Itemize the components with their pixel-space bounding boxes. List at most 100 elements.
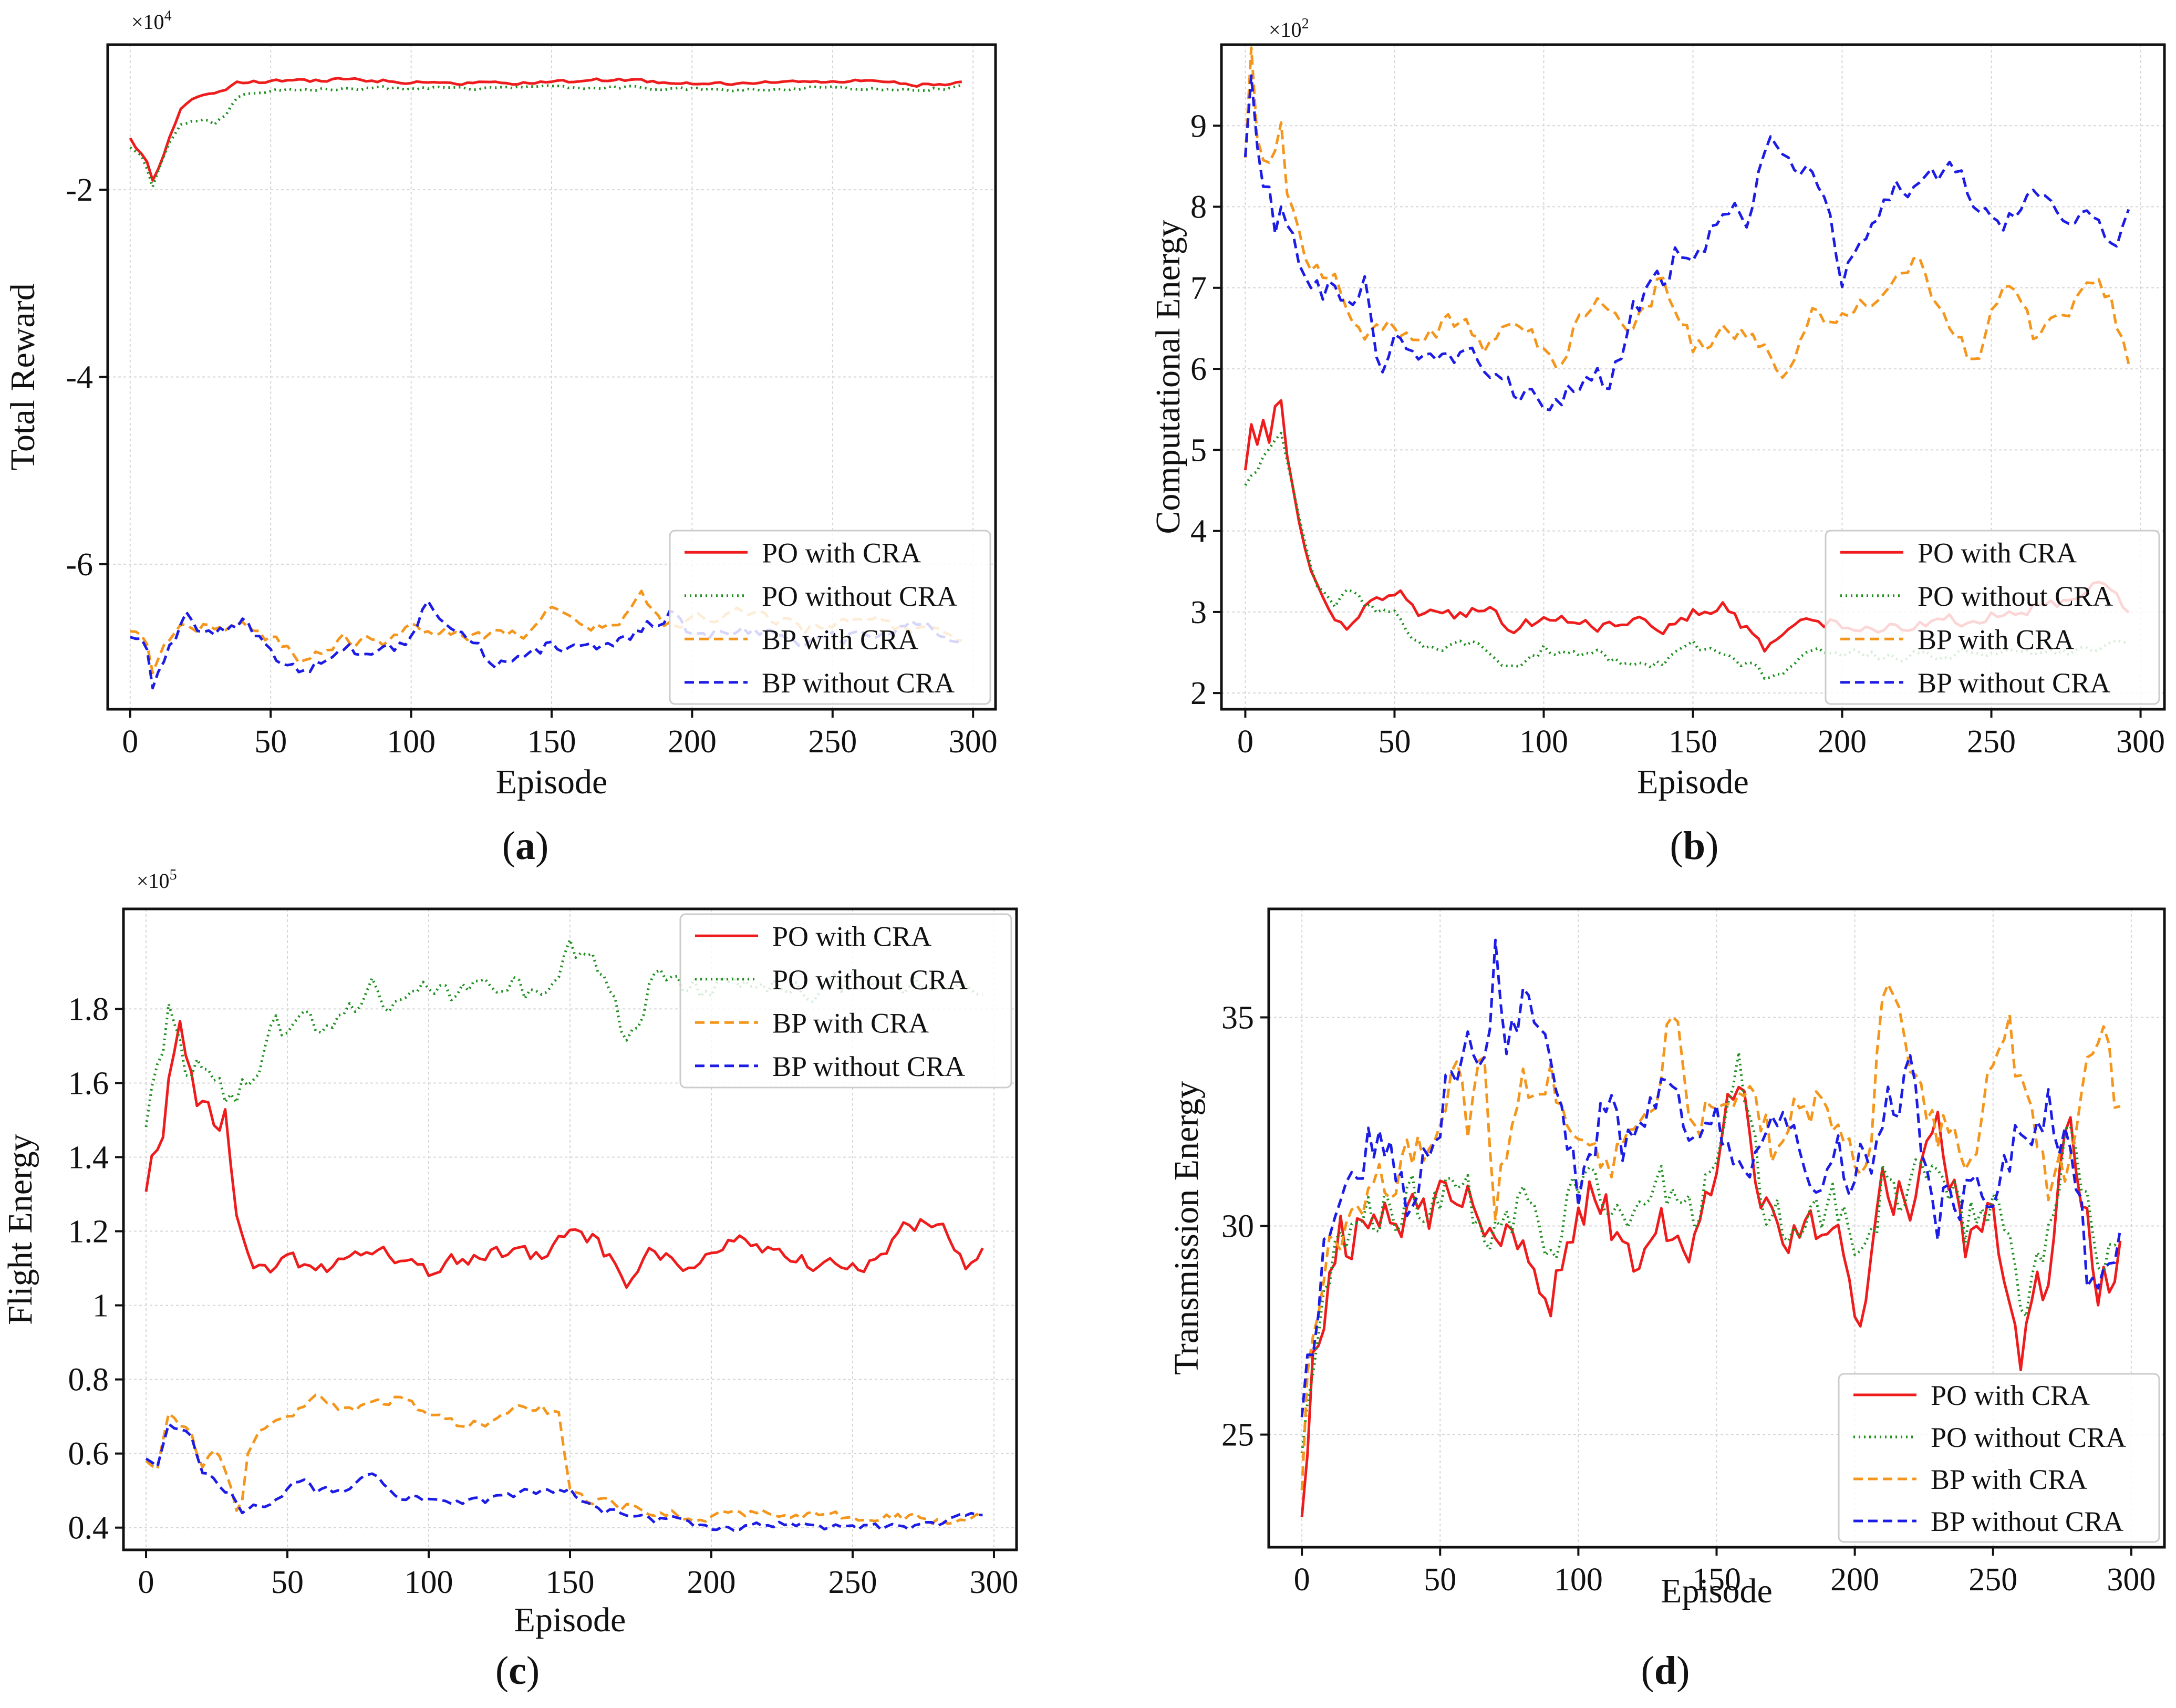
y-tick-label: 1.4	[68, 1140, 109, 1175]
axis-multiplier: ×105	[137, 867, 177, 893]
panel-label: (d)	[1641, 1649, 1690, 1693]
x-axis-label: Episode	[496, 763, 608, 801]
x-tick-label: 0	[122, 724, 138, 760]
series-line-bp-with-cra	[1244, 46, 2130, 379]
y-tick-label: -4	[66, 360, 93, 396]
legend: PO with CRA PO without CRA BP with CRA BP w…	[1838, 1373, 2160, 1543]
y-tick-label: 1	[92, 1288, 109, 1324]
x-axis-label: Episode	[1637, 763, 1749, 801]
series-line-bp-with-cra	[145, 1393, 983, 1525]
y-axis-label: Total Reward	[4, 283, 42, 470]
x-tick-label: 100	[1519, 724, 1568, 760]
chart-c: 0 50 100 150 200 250 300 0.4 0.6 0.8 1 1.2 1.4 1.6 1.8…	[1, 867, 1018, 1693]
x-tick-label: 150	[527, 724, 576, 760]
x-tick-label: 200	[687, 1565, 735, 1600]
x-tick-label: 150	[1692, 1562, 1741, 1598]
legend: PO with CRA PO without CRA BP with CRA BP w…	[669, 530, 991, 705]
y-tick-label: -6	[66, 547, 93, 583]
legend-label: BP with CRA	[772, 1007, 929, 1039]
x-tick-label: 100	[387, 724, 436, 760]
y-tick-label: 9	[1190, 108, 1207, 144]
series-line-bp-without-cra	[1300, 938, 2122, 1417]
series-group	[1300, 938, 2122, 1517]
x-tick-label: 250	[1967, 724, 2016, 760]
y-tick-label: 5	[1190, 432, 1207, 468]
legend-label: BP with CRA	[1931, 1464, 2087, 1495]
x-tick-label: 0	[138, 1565, 154, 1600]
y-tick-label: 0.8	[68, 1362, 109, 1398]
y-tick-label: 4	[1190, 514, 1207, 550]
y-tick-label: 0.4	[68, 1510, 109, 1546]
x-tick-label: 0	[1294, 1562, 1310, 1598]
x-tick-label: 300	[2116, 724, 2165, 760]
x-tick-label: 200	[1830, 1562, 1879, 1598]
y-tick-label: 1.6	[68, 1065, 109, 1101]
y-tick-label: 1.8	[68, 991, 109, 1027]
y-tick-label: 1.2	[68, 1214, 109, 1250]
x-tick-label: 0	[1237, 724, 1253, 760]
series-line-po-with-cra	[1300, 1085, 2122, 1517]
chart-d: 0 50 100 150 200 250 300 25 30 35 Episode Transmiss…	[1167, 907, 2166, 1693]
y-axis-label: Transmission Energy	[1167, 1081, 1206, 1375]
x-tick-label: 200	[1818, 724, 1867, 760]
series-line-bp-with-cra	[1300, 983, 2121, 1490]
x-tick-label: 250	[828, 1565, 877, 1600]
legend-label: PO with CRA	[1918, 537, 2077, 568]
x-tick-label: 50	[271, 1565, 304, 1600]
series-line-bp-without-cra	[145, 1422, 983, 1532]
y-tick-label: 3	[1190, 595, 1207, 630]
legend-box	[669, 530, 991, 705]
y-tick-label: 6	[1190, 351, 1207, 387]
legend-label: BP with CRA	[762, 624, 918, 655]
x-tick-label: 300	[2107, 1562, 2156, 1598]
x-tick-label: 150	[1669, 724, 1717, 760]
x-tick-label: 250	[808, 724, 857, 760]
x-tick-label: 300	[969, 1565, 1018, 1600]
series-line-po-with-cra	[144, 1020, 984, 1289]
y-tick-label: 30	[1221, 1209, 1254, 1245]
legend-box	[1838, 1373, 2160, 1543]
legend-box	[1825, 530, 2160, 705]
x-tick-label: 200	[668, 724, 717, 760]
y-tick-label: 25	[1221, 1417, 1254, 1453]
series-line-po-with-cra	[129, 77, 962, 182]
legend-label: PO with CRA	[1931, 1380, 2090, 1411]
series-line-bp-without-cra	[1244, 74, 2130, 411]
legend: PO with CRA PO without CRA BP with CRA BP w…	[679, 913, 1012, 1089]
legend-label: BP without CRA	[772, 1051, 965, 1082]
legend-label: PO without CRA	[762, 581, 957, 612]
legend-label: PO with CRA	[772, 920, 931, 952]
x-tick-label: 150	[546, 1565, 595, 1600]
x-tick-label: 50	[1424, 1562, 1456, 1598]
x-axis-label: Episode	[1661, 1572, 1773, 1610]
legend: PO with CRA PO without CRA BP with CRA BP w…	[1825, 530, 2160, 705]
x-tick-label: 100	[1554, 1562, 1603, 1598]
legend-label: PO with CRA	[762, 537, 921, 568]
y-tick-label: 35	[1221, 1000, 1254, 1036]
x-tick-label: 50	[1378, 724, 1411, 760]
y-axis-label: Flight Energy	[1, 1134, 39, 1325]
legend-label: BP without CRA	[762, 667, 955, 699]
y-tick-label: 2	[1190, 676, 1207, 711]
y-tick-label: 8	[1190, 190, 1207, 225]
x-tick-label: 50	[254, 724, 287, 760]
chart-a: 0 50 100 150 200 250 300 -2 -4 -6 Episode Total Rew…	[4, 8, 998, 868]
y-tick-label: -2	[66, 172, 93, 208]
panel-label: (b)	[1670, 824, 1719, 868]
x-tick-label: 250	[1968, 1562, 2017, 1598]
legend-label: BP without CRA	[1931, 1506, 2123, 1537]
axis-multiplier: ×102	[1269, 16, 1309, 42]
legend-label: BP without CRA	[1918, 667, 2110, 699]
legend-box	[679, 913, 1012, 1089]
x-axis-label: Episode	[514, 1601, 626, 1639]
series-line-po-without-cra	[129, 84, 962, 189]
grid	[108, 45, 996, 709]
y-tick-label: 0.6	[68, 1436, 109, 1472]
chart-b: 0 50 100 150 200 250 300 2 3 4 5 6 7 8 9 Episode Computa…	[1149, 16, 2166, 868]
panel-label: (a)	[502, 824, 549, 868]
y-axis-label: Computational Energy	[1149, 220, 1187, 534]
axis-multiplier: ×104	[131, 8, 172, 34]
x-tick-label: 100	[405, 1565, 453, 1600]
legend-label: PO without CRA	[1918, 581, 2113, 612]
